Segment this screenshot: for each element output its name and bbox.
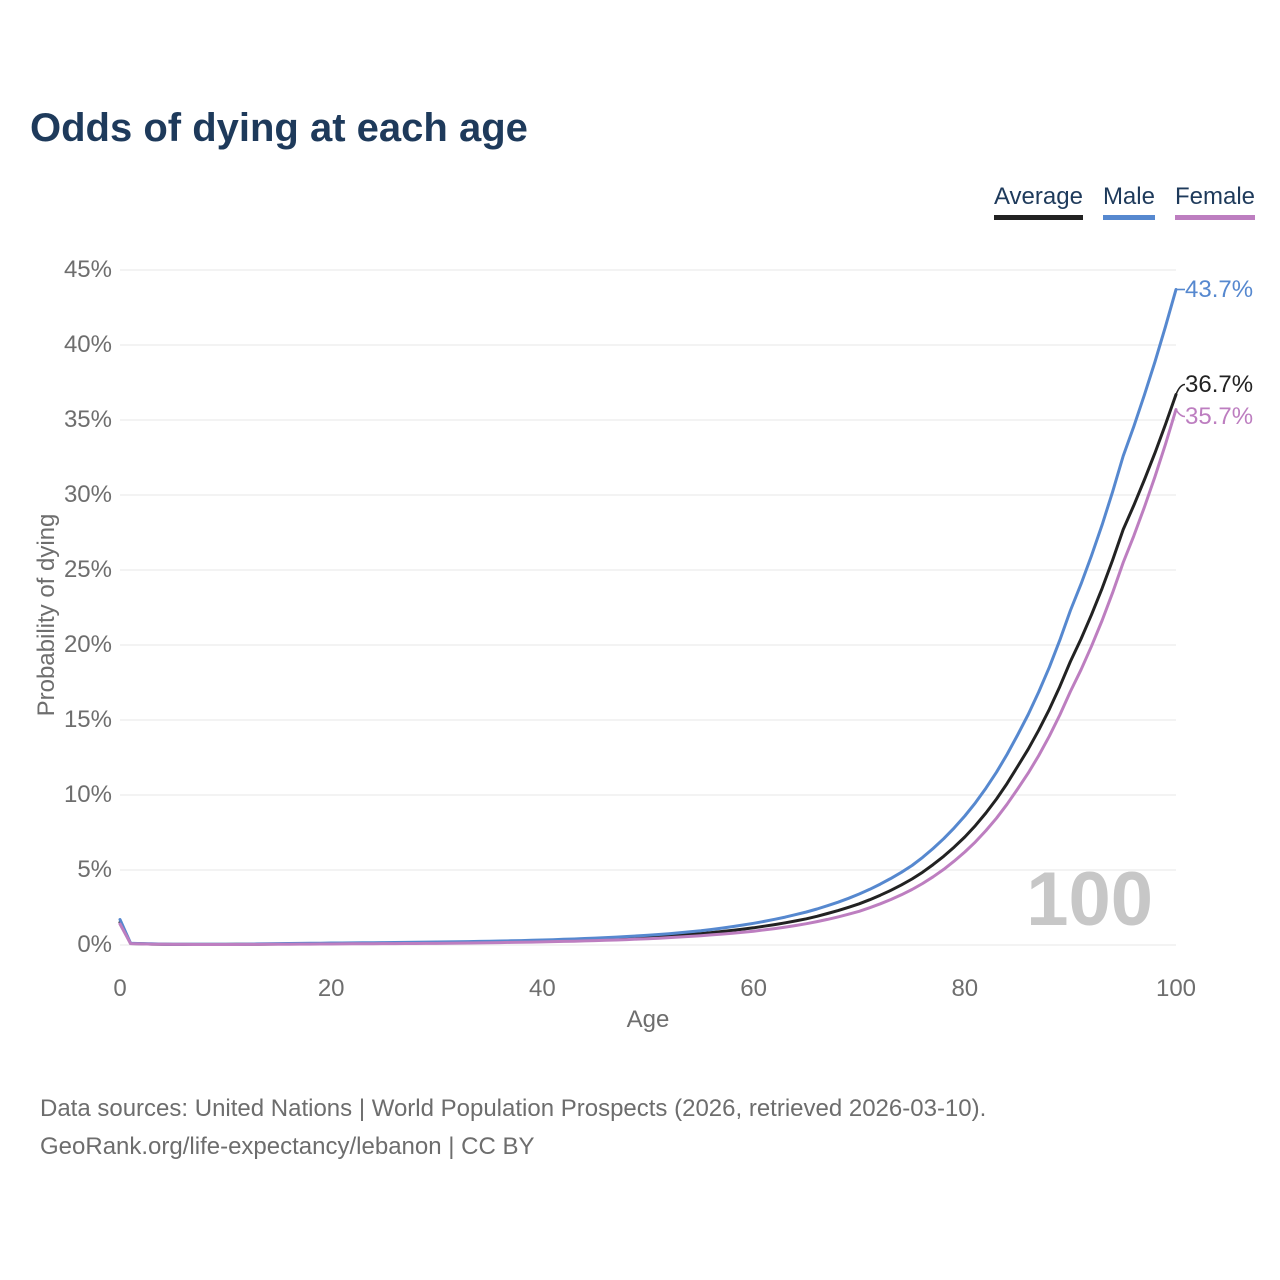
x-tick-label: 80: [951, 975, 979, 1002]
series-line-male[interactable]: [118, 288, 1178, 946]
chart-title: Odds of dying at each age: [30, 106, 528, 150]
x-tick-label: 100: [1155, 975, 1197, 1002]
legend-item-male[interactable]: Male: [1102, 183, 1155, 220]
legend-label-female: Female: [1174, 183, 1255, 210]
y-tick-label: 5%: [77, 856, 112, 883]
y-tick-label: 0%: [77, 931, 112, 958]
y-tick-label: 30%: [63, 481, 112, 508]
legend-label-male: Male: [1102, 183, 1155, 210]
y-tick-label: 40%: [63, 331, 112, 358]
gridlines: [120, 269, 1176, 946]
x-tick-label: 20: [317, 975, 345, 1002]
x-tick-label: 0: [113, 975, 127, 1002]
legend: Average Male Female: [993, 183, 1255, 220]
series-line-female[interactable]: [118, 408, 1178, 946]
end-label-male: 43.7%: [1185, 275, 1254, 303]
y-axis-title: Probability of dying: [33, 513, 60, 717]
x-tick-label: 60: [740, 975, 767, 1002]
y-tick-label: 10%: [63, 781, 112, 808]
series-curves[interactable]: [118, 288, 1178, 946]
footer-sources-line: Data sources: United Nations | World Pop…: [40, 1095, 987, 1122]
y-tick-label: 15%: [63, 706, 112, 733]
legend-item-average[interactable]: Average: [993, 183, 1083, 220]
y-tick-label: 35%: [63, 406, 112, 433]
x-axis-title: Age: [626, 1006, 670, 1033]
hovered-age-watermark: 100: [1026, 857, 1153, 942]
footer-attribution-line: GeoRank.org/life-expectancy/lebanon | CC…: [40, 1133, 535, 1160]
x-tick-label: 40: [529, 975, 556, 1002]
end-label-female: 35.7%: [1185, 402, 1254, 430]
footer: Data sources: United Nations | World Pop…: [40, 1090, 986, 1166]
legend-label-average: Average: [993, 183, 1083, 210]
series-line-average[interactable]: [118, 393, 1178, 946]
legend-item-female[interactable]: Female: [1174, 183, 1255, 220]
y-tick-label: 25%: [63, 556, 112, 583]
y-tick-label: 20%: [63, 631, 112, 658]
end-label-connectors: [1175, 288, 1186, 418]
end-label-average: 36.7%: [1185, 370, 1254, 398]
y-tick-label: 45%: [63, 256, 112, 283]
